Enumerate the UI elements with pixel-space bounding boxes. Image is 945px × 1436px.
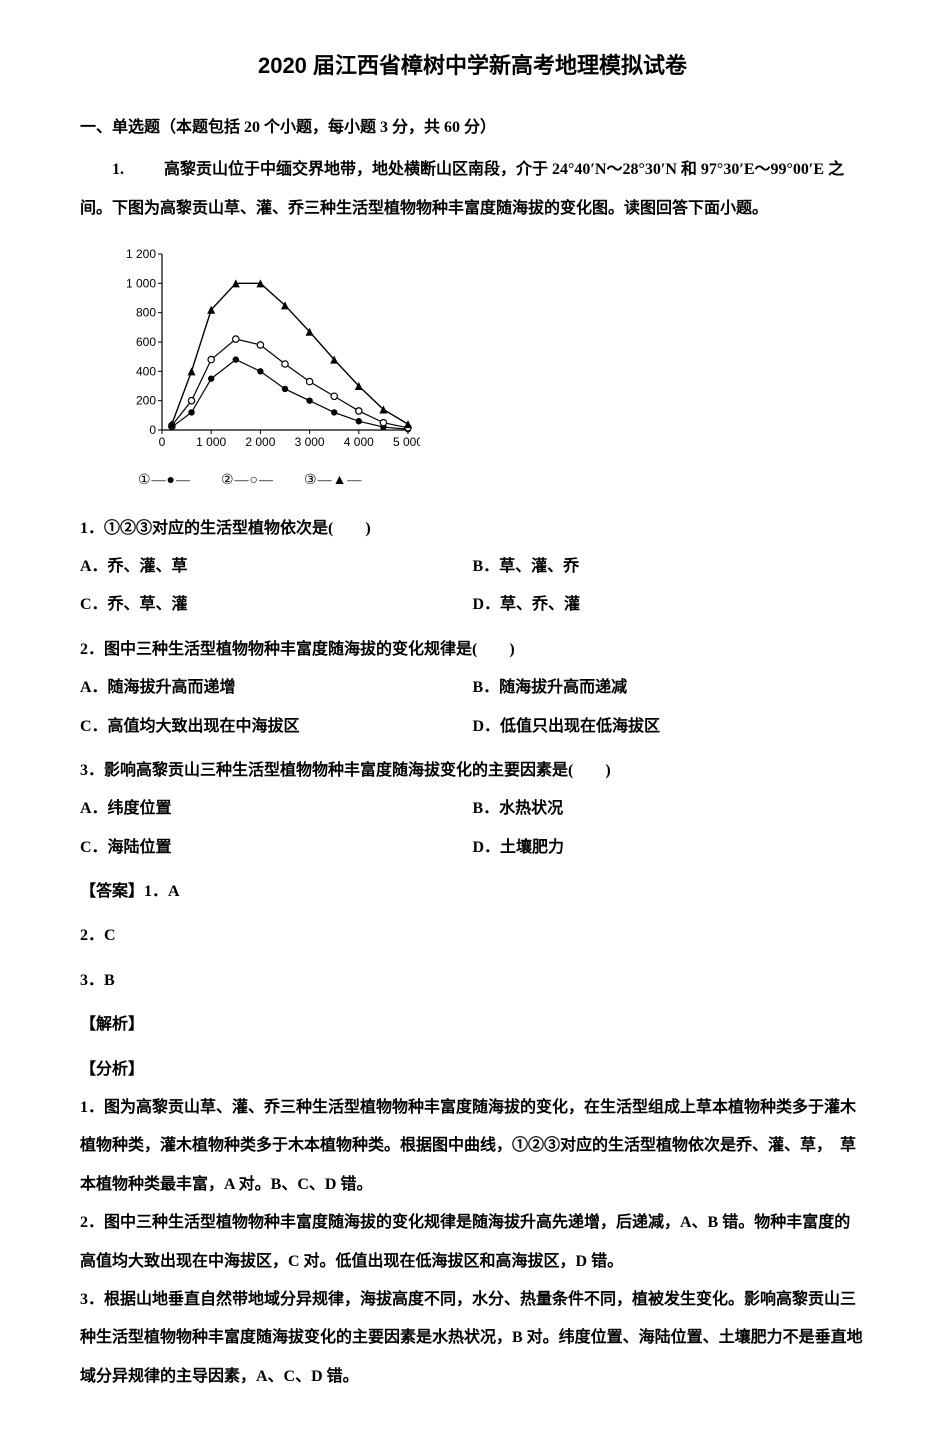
svg-text:200: 200 xyxy=(136,394,156,408)
q2-options: A．随海拔升高而递增 B．随海拔升高而递减 C．高值均大致出现在中海拔区 D．低… xyxy=(80,669,865,746)
svg-text:1 000: 1 000 xyxy=(126,276,156,290)
answers-label: 【答案】1．A xyxy=(80,873,865,911)
q3-options: A．纬度位置 B．水热状况 C．海陆位置 D．土壤肥力 xyxy=(80,790,865,867)
q2-option-a: A．随海拔升高而递增 xyxy=(80,669,473,707)
svg-text:1 000: 1 000 xyxy=(196,435,226,449)
q1-option-d: D．草、乔、灌 xyxy=(473,586,866,624)
svg-text:1 200: 1 200 xyxy=(126,247,156,261)
answer-3: 3．B xyxy=(80,962,865,1000)
intro-paragraph: 1. 高黎贡山位于中缅交界地带，地处横断山区南段，介于 24°40′N～28°3… xyxy=(80,151,865,228)
chart-figure: 0 200 400 600 800 1 000 1 200 0 1 000 2 000 3 000 4… xyxy=(120,240,865,498)
line-chart: 0 200 400 600 800 1 000 1 200 0 1 000 2 000 3 000 4… xyxy=(120,240,420,460)
q2-option-b: B．随海拔升高而递减 xyxy=(473,669,866,707)
svg-text:600: 600 xyxy=(136,335,156,349)
svg-text:0: 0 xyxy=(149,423,156,437)
svg-text:5 000: 5 000 xyxy=(393,435,420,449)
svg-text:400: 400 xyxy=(136,364,156,378)
intro-number: 1. xyxy=(112,161,124,178)
q2-option-d: D．低值只出现在低海拔区 xyxy=(473,708,866,746)
analysis-p2: 2．图中三种生活型植物物种丰富度随海拔的变化规律是随海拔升高先递增，后递减，A、… xyxy=(80,1204,865,1281)
q1-options: A．乔、灌、草 B．草、灌、乔 C．乔、草、灌 D．草、乔、灌 xyxy=(80,548,865,625)
q3-option-d: D．土壤肥力 xyxy=(473,829,866,867)
chart-legend: ①—●— ②—○— ③—▲— xyxy=(138,464,865,498)
q1-stem: 1．①②③对应的生活型植物依次是( ) xyxy=(80,510,865,548)
svg-text:4 000: 4 000 xyxy=(344,435,374,449)
intro-text: 高黎贡山位于中缅交界地带，地处横断山区南段，介于 24°40′N～28°30′N… xyxy=(80,161,844,216)
q2-stem: 2．图中三种生活型植物物种丰富度随海拔的变化规律是( ) xyxy=(80,631,865,669)
svg-text:800: 800 xyxy=(136,306,156,320)
q2-option-c: C．高值均大致出现在中海拔区 xyxy=(80,708,473,746)
section-heading: 一、单选题（本题包括 20 个小题，每小题 3 分，共 60 分） xyxy=(80,109,865,147)
svg-text:2 000: 2 000 xyxy=(245,435,275,449)
q3-option-a: A．纬度位置 xyxy=(80,790,473,828)
analysis-p1: 1．图为高黎贡山草、灌、乔三种生活型植物物种丰富度随海拔的变化，在生活型组成上草… xyxy=(80,1089,865,1204)
analysis-fenxi: 【分析】 xyxy=(80,1051,865,1089)
q1-option-c: C．乔、草、灌 xyxy=(80,586,473,624)
svg-text:3 000: 3 000 xyxy=(295,435,325,449)
analysis-jiexi: 【解析】 xyxy=(80,1006,865,1044)
q1-option-a: A．乔、灌、草 xyxy=(80,548,473,586)
analysis-p3: 3．根据山地垂直自然带地域分异规律，海拔高度不同，水分、热量条件不同，植被发生变… xyxy=(80,1281,865,1396)
q1-option-b: B．草、灌、乔 xyxy=(473,548,866,586)
q3-option-c: C．海陆位置 xyxy=(80,829,473,867)
q3-stem: 3．影响高黎贡山三种生活型植物物种丰富度随海拔变化的主要因素是( ) xyxy=(80,752,865,790)
q3-option-b: B．水热状况 xyxy=(473,790,866,828)
answer-2: 2．C xyxy=(80,917,865,955)
page-title: 2020 届江西省樟树中学新高考地理模拟试卷 xyxy=(80,40,865,93)
svg-text:0: 0 xyxy=(159,435,166,449)
